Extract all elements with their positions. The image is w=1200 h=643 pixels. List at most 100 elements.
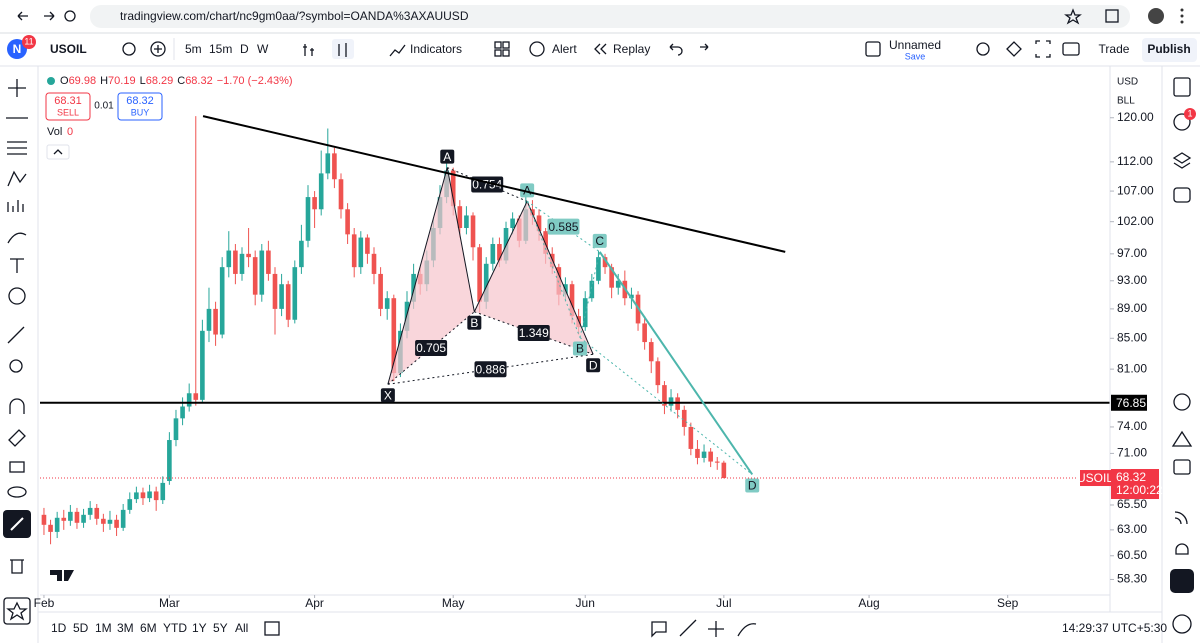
settings[interactable] — [1006, 41, 1022, 57]
y-tick-label: 120.00 — [1117, 110, 1154, 124]
redo[interactable] — [700, 43, 709, 51]
profile[interactable] — [1148, 8, 1164, 24]
bookmark-star[interactable] — [1064, 8, 1082, 25]
comment-tool[interactable] — [651, 621, 667, 638]
range-button[interactable]: All — [235, 621, 248, 635]
layout-name[interactable]: Unnamed — [889, 38, 941, 52]
currency[interactable]: USD — [1117, 77, 1138, 88]
range-button[interactable]: 1D — [51, 621, 67, 635]
price-tag — [1111, 469, 1159, 500]
save-button[interactable]: Save — [905, 51, 926, 61]
favorites-tool[interactable] — [3, 597, 31, 625]
calendar[interactable] — [1173, 459, 1191, 475]
candle-body — [318, 173, 324, 210]
point-label: A — [443, 150, 451, 164]
fib-tool[interactable] — [7, 141, 27, 155]
unit[interactable]: BLL — [1117, 96, 1135, 107]
ideas[interactable] — [1171, 430, 1193, 447]
search[interactable] — [976, 42, 990, 56]
menu-dot[interactable] — [1180, 8, 1184, 12]
range-button[interactable]: 1Y — [192, 621, 207, 635]
notifications[interactable] — [1175, 543, 1189, 555]
buy-button[interactable] — [117, 92, 163, 121]
lock-tool[interactable] — [9, 461, 25, 473]
help[interactable] — [1172, 614, 1192, 634]
candle-body — [536, 215, 542, 232]
crosshair[interactable] — [708, 621, 724, 637]
sell-button[interactable] — [45, 92, 91, 121]
address-bar[interactable] — [90, 5, 1130, 28]
indicators-button[interactable]: Indicators — [410, 42, 462, 56]
reload-button[interactable] — [64, 10, 76, 22]
alert-button[interactable]: Alert — [552, 42, 577, 56]
clock[interactable]: 14:29:37 UTC+5:30 — [1062, 621, 1167, 635]
magnet-tool[interactable] — [9, 398, 25, 414]
logo[interactable] — [7, 39, 27, 59]
text-tool[interactable] — [10, 258, 24, 273]
replay-button[interactable]: Replay — [613, 42, 650, 56]
layout-icon — [502, 49, 510, 57]
forward-button[interactable] — [44, 11, 55, 21]
hide-tool[interactable] — [7, 486, 27, 498]
zoom-tool[interactable] — [9, 359, 23, 373]
goto-date[interactable] — [264, 621, 280, 636]
undo[interactable] — [669, 43, 683, 56]
compare-button[interactable] — [150, 41, 166, 57]
target[interactable] — [1173, 393, 1191, 411]
stream[interactable] — [1174, 511, 1188, 525]
ratio-label: 0.585 — [548, 220, 578, 234]
trend-tool[interactable] — [679, 619, 697, 637]
y-tick-label: 65.50 — [1117, 497, 1147, 511]
back-button[interactable] — [17, 11, 28, 21]
watchlist[interactable] — [1173, 77, 1191, 97]
snapshot[interactable] — [1062, 42, 1080, 56]
extensions[interactable] — [1105, 9, 1119, 23]
chart-type[interactable] — [303, 44, 314, 56]
price-tag-countdown: 12:00:22 — [1116, 483, 1163, 497]
ohlc-value: 68.29 — [146, 75, 174, 87]
range-button[interactable]: 3M — [117, 621, 134, 635]
left-toolbar — [3, 79, 31, 625]
delete-tool[interactable] — [10, 559, 24, 574]
logo-letter: N — [13, 42, 22, 56]
range-button[interactable]: 1M — [95, 621, 112, 635]
range-button[interactable]: 6M — [140, 621, 157, 635]
draw-tool[interactable] — [737, 623, 757, 637]
ruler-tool[interactable] — [7, 326, 25, 344]
publish-button[interactable]: Publish — [1147, 42, 1190, 56]
collapse-legend[interactable] — [46, 144, 70, 160]
pattern-tool[interactable] — [7, 170, 27, 187]
brush-tool[interactable] — [7, 232, 27, 244]
fullscreen[interactable] — [1035, 40, 1051, 58]
apps[interactable] — [1170, 569, 1194, 593]
ohlc-value: 69.98 — [69, 75, 97, 87]
interval-button[interactable]: D — [240, 42, 249, 56]
interval-button[interactable]: 15m — [209, 42, 232, 56]
icon-tool[interactable] — [8, 287, 26, 305]
candle-body — [134, 492, 139, 500]
interval-button[interactable]: W — [257, 42, 269, 56]
layers[interactable] — [1172, 152, 1192, 169]
pattern-leg — [387, 167, 448, 385]
range-button[interactable]: YTD — [163, 621, 187, 635]
candle-body — [714, 461, 720, 463]
layout-icon[interactable] — [494, 41, 502, 49]
candle-body — [497, 244, 502, 261]
symbol[interactable]: USOIL — [50, 42, 87, 56]
projection-tool[interactable] — [7, 200, 24, 212]
layout-checkbox[interactable] — [865, 41, 881, 57]
lock-drawings[interactable] — [8, 429, 26, 447]
trade-button[interactable]: Trade — [1099, 42, 1130, 56]
publish-background[interactable] — [1142, 38, 1197, 62]
range-button[interactable]: 5D — [73, 621, 89, 635]
range-button[interactable]: 5Y — [213, 621, 228, 635]
crosshair-tool[interactable] — [8, 79, 26, 97]
alerts[interactable] — [1173, 113, 1191, 131]
interval-button[interactable]: 5m — [185, 42, 202, 56]
chat[interactable] — [1173, 187, 1191, 203]
candle-body — [272, 273, 278, 309]
symbol-icon[interactable] — [122, 42, 136, 56]
replay-icon — [594, 43, 607, 55]
candle-button[interactable] — [332, 39, 354, 59]
